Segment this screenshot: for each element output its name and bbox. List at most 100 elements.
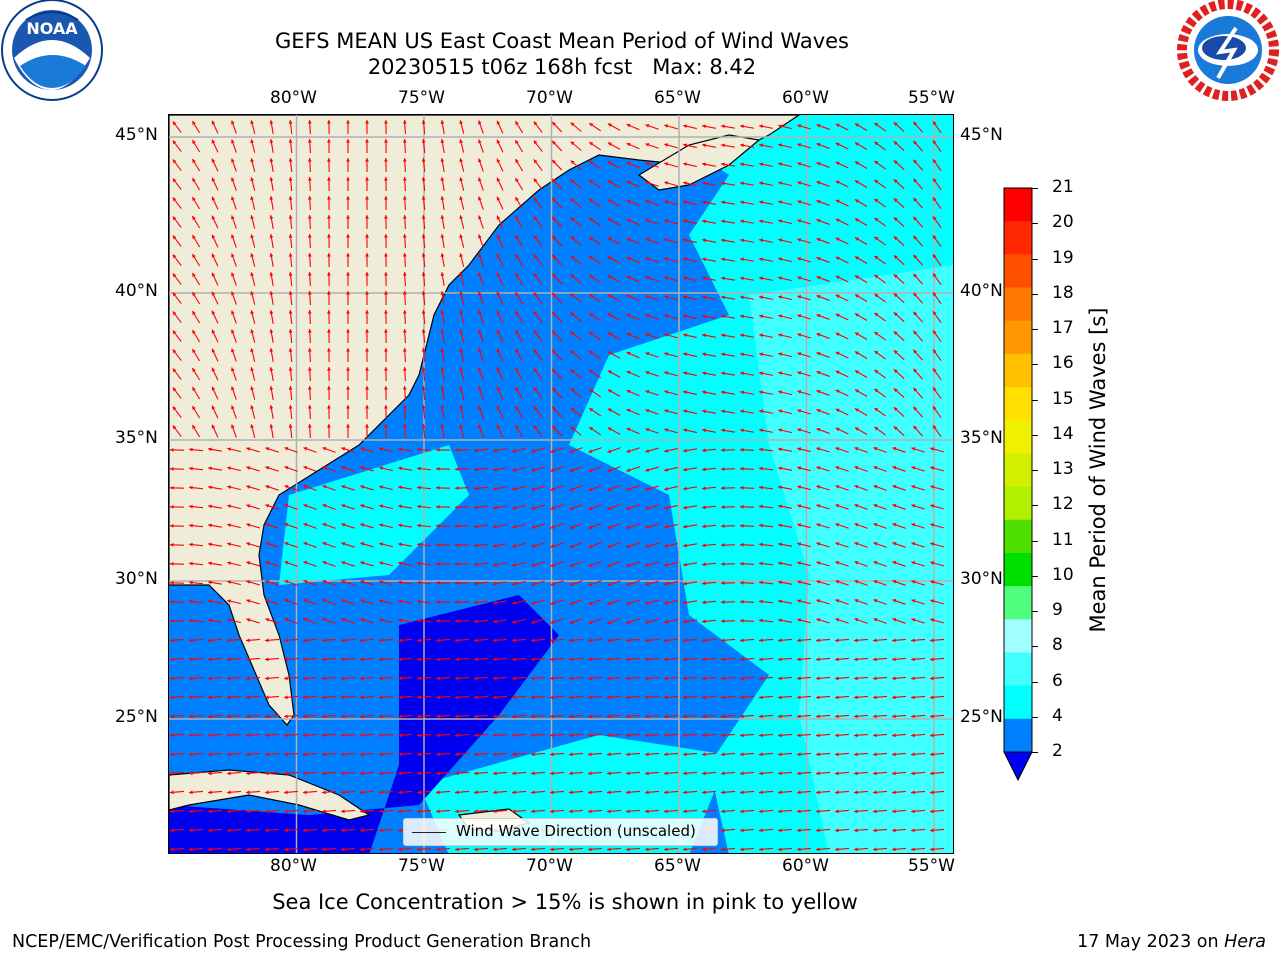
wave-arrow-head (759, 657, 763, 662)
wave-arrow-head (474, 467, 478, 472)
wave-arrow-head (588, 809, 592, 814)
wave-arrow-head (208, 657, 212, 662)
wave-arrow-head (626, 525, 631, 529)
wave-arrow-head (702, 238, 706, 243)
wave-arrow-head (417, 466, 421, 471)
wave-arrow-head (664, 200, 669, 204)
wave-arrow-head (246, 752, 250, 757)
wave-arrow-head (478, 367, 482, 372)
wave-arrow-head (702, 409, 706, 414)
wave-arrow-head (303, 809, 307, 814)
wave-arrow-head (816, 447, 821, 451)
wave-arrow-head (531, 695, 535, 700)
wave-arrow-head (913, 254, 918, 259)
wave-arrow-head (778, 733, 782, 738)
wave-arrow-head (759, 181, 763, 186)
wave-arrow-head (911, 485, 916, 489)
wave-arrow-head (284, 828, 288, 833)
wave-arrow-head (211, 139, 216, 144)
wave-arrow-head (683, 276, 688, 281)
wave-arrow-head (398, 714, 402, 719)
wave-arrow-head (626, 601, 631, 605)
wave-arrow-head (365, 405, 369, 409)
wave-arrow-head (854, 389, 859, 393)
wave-arrow-head (874, 388, 879, 393)
wave-arrow-head (269, 386, 274, 390)
wave-arrow-head (341, 542, 346, 546)
wave-arrow-head (778, 485, 782, 490)
wave-arrow-head (172, 140, 177, 145)
wave-arrow-head (835, 199, 840, 204)
lon-label-top: 75°W (398, 88, 445, 108)
wave-arrow-head (816, 466, 821, 470)
wave-arrow-head (835, 618, 840, 622)
wave-arrow-head (645, 847, 649, 852)
wave-arrow-head (702, 295, 706, 300)
wave-arrow-head (512, 790, 516, 795)
wave-arrow-head (246, 447, 251, 451)
wave-arrow-head (930, 828, 934, 833)
wave-arrow-head (721, 390, 725, 395)
wave-arrow-head (250, 196, 255, 201)
wave-arrow-head (569, 676, 573, 681)
wave-arrow-head (702, 524, 706, 529)
wave-arrow-head (421, 310, 426, 314)
wave-arrow-head (512, 600, 517, 605)
wave-arrow-head (759, 409, 763, 414)
colorbar-segment (1004, 387, 1032, 421)
wave-arrow-head (172, 273, 177, 278)
wave-arrow-head (759, 733, 763, 738)
wave-arrow-head (231, 291, 235, 296)
wave-arrow-head (303, 618, 308, 622)
wave-arrow-head (892, 504, 897, 508)
wave-arrow-head (341, 638, 345, 643)
wave-arrow-head (892, 809, 896, 814)
legend-line-icon (412, 832, 446, 833)
wave-arrow-head (816, 504, 821, 508)
wave-arrow-head (398, 466, 402, 471)
wave-arrow-head (702, 428, 706, 433)
wave-arrow-head (645, 371, 650, 375)
wave-arrow-head (307, 177, 312, 181)
wave-arrow-head (379, 714, 383, 719)
wave-arrow-head (932, 387, 937, 392)
wave-arrow-head (208, 638, 212, 643)
colorbar-tick-label: 18 (1052, 282, 1074, 303)
wave-arrow-head (930, 752, 934, 757)
wave-arrow-head (322, 447, 327, 451)
wave-arrow-head (740, 485, 744, 490)
colorbar-tick-label: 21 (1052, 177, 1074, 197)
wave-arrow-head (478, 234, 482, 239)
wave-arrow-head (269, 424, 274, 428)
wave-arrow-head (172, 235, 177, 240)
wave-arrow-head (854, 790, 858, 795)
wave-arrow-head (835, 733, 839, 738)
wave-arrow-head (189, 771, 193, 776)
wave-arrow-head (189, 657, 193, 662)
wave-arrow-head (459, 234, 464, 239)
wave-arrow-head (645, 582, 650, 586)
colorbar-tick-label: 15 (1052, 388, 1074, 409)
wave-arrow-head (459, 348, 464, 353)
wave-arrow-head (569, 449, 574, 453)
wave-arrow-head (626, 237, 631, 242)
wave-arrow-head (626, 468, 631, 472)
wave-arrow-head (365, 177, 369, 181)
wave-arrow-head (417, 638, 421, 643)
wave-arrow-head (816, 599, 821, 603)
wave-arrow-head (533, 406, 538, 411)
wave-arrow-head (816, 638, 820, 643)
wave-arrow-head (645, 333, 650, 337)
wave-arrow-head (170, 599, 174, 604)
noaa-logo-text: NOAA (26, 19, 78, 38)
wave-arrow-head (721, 543, 725, 548)
wave-arrow-head (854, 218, 859, 222)
wave-arrow-head (740, 238, 744, 243)
wave-arrow-head (874, 312, 879, 317)
wave-arrow-head (683, 486, 687, 491)
wave-arrow-head (398, 504, 402, 509)
wave-arrow-head (911, 580, 916, 584)
wave-arrow-head (170, 847, 174, 852)
wave-arrow-head (322, 676, 326, 681)
wave-arrow-head (645, 601, 650, 605)
